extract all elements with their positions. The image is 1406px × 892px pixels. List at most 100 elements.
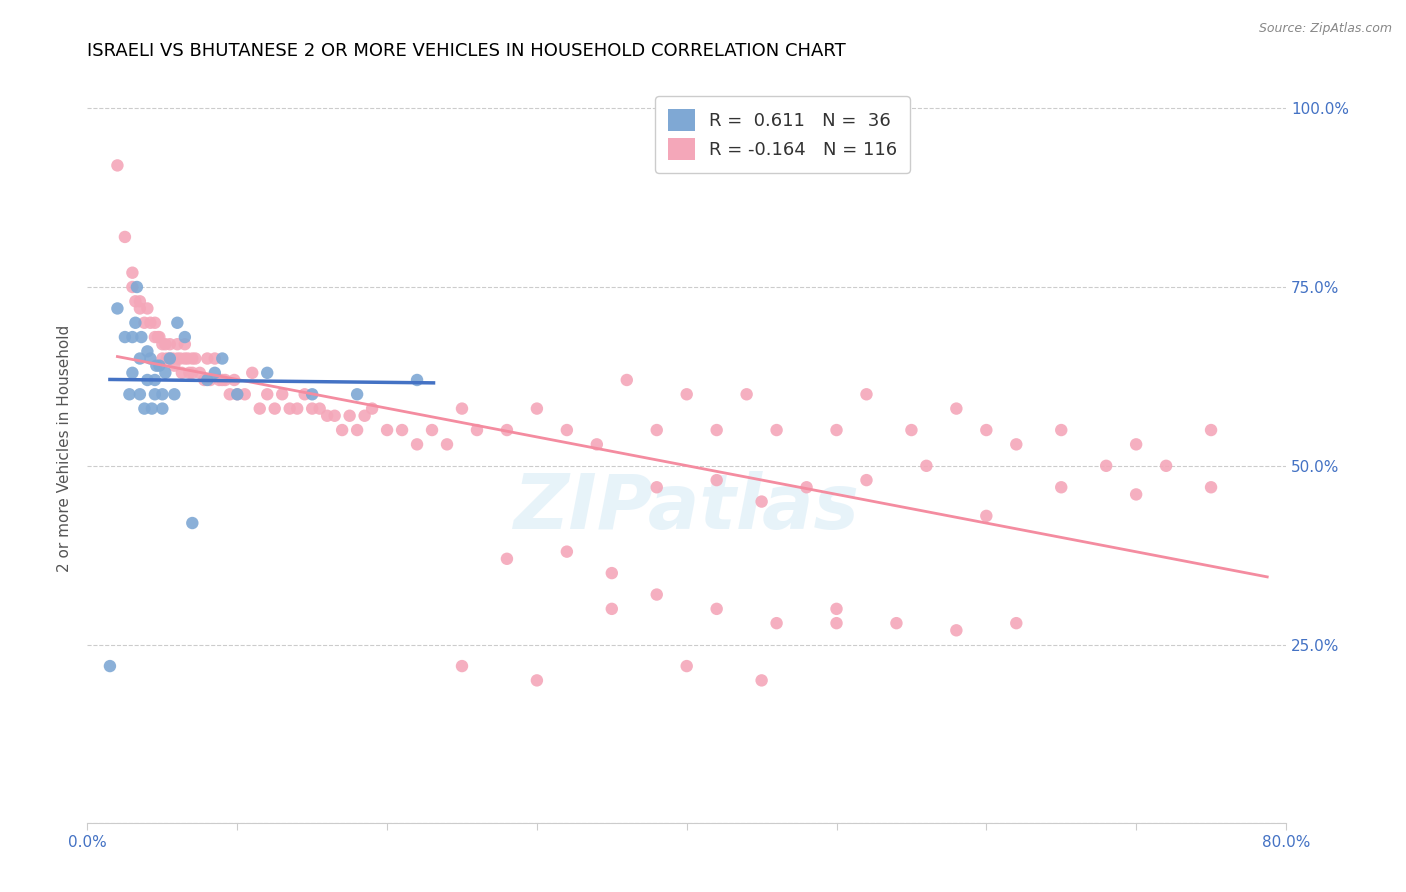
- Point: [156, 351, 179, 366]
- Point: [301, 387, 323, 401]
- Point: [420, 423, 443, 437]
- Point: [114, 330, 136, 344]
- Point: [226, 387, 249, 401]
- Point: [240, 366, 263, 380]
- Point: [143, 373, 166, 387]
- Point: [316, 409, 339, 423]
- Point: [294, 387, 316, 401]
- Point: [141, 401, 163, 416]
- Point: [159, 337, 181, 351]
- Point: [1095, 458, 1118, 473]
- Point: [323, 409, 346, 423]
- Point: [121, 366, 143, 380]
- Point: [391, 423, 413, 437]
- Point: [301, 401, 323, 416]
- Point: [195, 373, 218, 387]
- Point: [855, 473, 877, 487]
- Point: [555, 423, 578, 437]
- Point: [121, 266, 143, 280]
- Point: [145, 359, 167, 373]
- Point: [184, 351, 207, 366]
- Point: [1050, 480, 1073, 494]
- Point: [173, 330, 195, 344]
- Point: [675, 387, 697, 401]
- Point: [162, 351, 184, 366]
- Point: [555, 544, 578, 558]
- Point: [900, 423, 922, 437]
- Point: [496, 551, 519, 566]
- Point: [208, 373, 231, 387]
- Point: [181, 351, 204, 366]
- Point: [1199, 423, 1222, 437]
- Point: [1125, 487, 1147, 501]
- Point: [125, 280, 148, 294]
- Point: [211, 373, 233, 387]
- Point: [155, 366, 177, 380]
- Point: [496, 423, 519, 437]
- Point: [218, 387, 240, 401]
- Point: [249, 401, 271, 416]
- Text: Source: ZipAtlas.com: Source: ZipAtlas.com: [1258, 22, 1392, 36]
- Point: [406, 373, 429, 387]
- Point: [406, 437, 429, 451]
- Point: [136, 373, 159, 387]
- Point: [233, 387, 256, 401]
- Point: [945, 401, 967, 416]
- Point: [645, 423, 668, 437]
- Point: [181, 366, 204, 380]
- Point: [285, 401, 308, 416]
- Y-axis label: 2 or more Vehicles in Household: 2 or more Vehicles in Household: [58, 325, 72, 572]
- Point: [121, 280, 143, 294]
- Point: [375, 423, 398, 437]
- Point: [163, 387, 186, 401]
- Point: [645, 588, 668, 602]
- Point: [107, 301, 129, 316]
- Point: [224, 373, 246, 387]
- Point: [211, 351, 233, 366]
- Point: [150, 387, 173, 401]
- Point: [204, 366, 226, 380]
- Point: [825, 616, 848, 631]
- Point: [825, 602, 848, 616]
- Point: [148, 330, 170, 344]
- Point: [136, 301, 159, 316]
- Point: [796, 480, 818, 494]
- Legend: R =  0.611   N =  36, R = -0.164   N = 116: R = 0.611 N = 36, R = -0.164 N = 116: [655, 96, 910, 173]
- Point: [436, 437, 458, 451]
- Point: [128, 387, 150, 401]
- Point: [263, 401, 285, 416]
- Point: [121, 330, 143, 344]
- Point: [585, 437, 607, 451]
- Point: [128, 294, 150, 309]
- Point: [159, 351, 181, 366]
- Point: [915, 458, 938, 473]
- Point: [675, 659, 697, 673]
- Point: [451, 659, 474, 673]
- Point: [271, 387, 294, 401]
- Point: [308, 401, 330, 416]
- Point: [159, 351, 181, 366]
- Point: [346, 387, 368, 401]
- Point: [1050, 423, 1073, 437]
- Point: [150, 351, 173, 366]
- Point: [195, 351, 218, 366]
- Point: [177, 351, 200, 366]
- Point: [526, 401, 548, 416]
- Point: [706, 602, 728, 616]
- Point: [330, 423, 353, 437]
- Point: [166, 351, 188, 366]
- Point: [1005, 616, 1028, 631]
- Point: [114, 230, 136, 244]
- Point: [128, 351, 150, 366]
- Point: [600, 602, 623, 616]
- Point: [353, 409, 375, 423]
- Point: [134, 401, 156, 416]
- Point: [204, 351, 226, 366]
- Point: [706, 423, 728, 437]
- Point: [339, 409, 361, 423]
- Point: [143, 387, 166, 401]
- Point: [107, 158, 129, 172]
- Point: [200, 373, 222, 387]
- Point: [256, 366, 278, 380]
- Point: [148, 359, 170, 373]
